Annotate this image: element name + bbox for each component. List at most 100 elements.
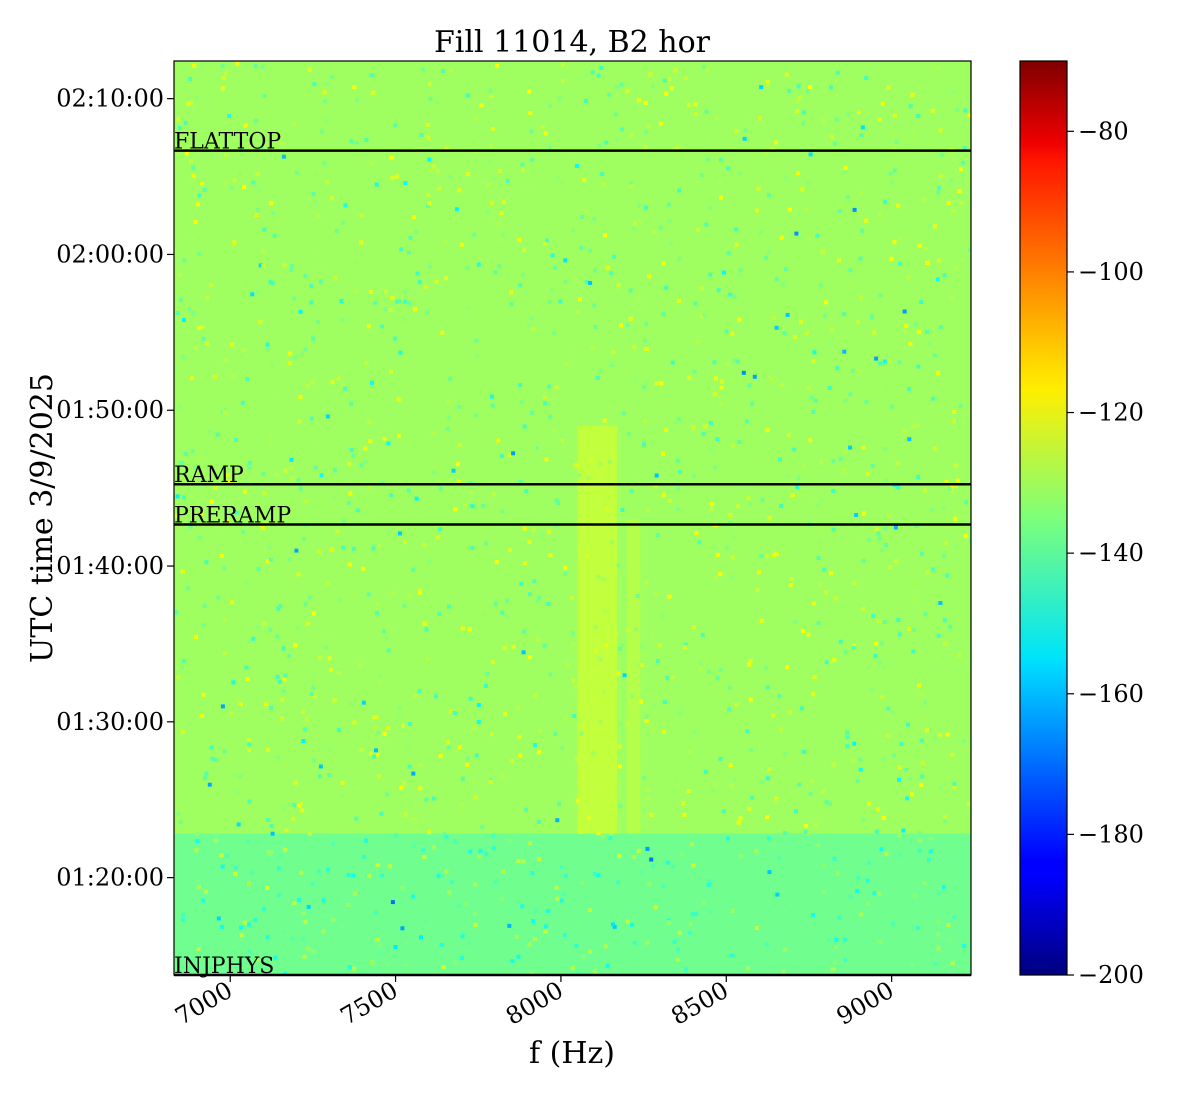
heatmap-cell <box>519 400 524 404</box>
heatmap-cell <box>618 722 623 727</box>
heatmap-cell <box>728 763 733 767</box>
heatmap-cell <box>743 128 748 133</box>
heatmap-cell <box>801 121 806 126</box>
heatmap-cell <box>906 626 911 631</box>
heatmap-cell <box>593 268 597 273</box>
heatmap-cell <box>398 350 403 355</box>
heatmap-cell <box>644 130 649 134</box>
heatmap-cell <box>843 398 848 403</box>
heatmap-cell <box>941 505 946 510</box>
heatmap-cell <box>893 113 898 118</box>
colorbar-tick-label: −180 <box>1078 820 1144 848</box>
heatmap-cell <box>382 741 387 746</box>
heatmap-cell <box>916 475 921 479</box>
heatmap-cell <box>844 448 848 453</box>
heatmap-cell <box>216 595 221 600</box>
heatmap-cell <box>372 754 376 759</box>
heatmap-cell <box>309 692 314 697</box>
heatmap-cell <box>696 227 700 232</box>
heatmap-cell <box>493 880 498 885</box>
heatmap-cell <box>237 171 242 176</box>
heatmap-cell <box>812 675 817 680</box>
heatmap-cell <box>521 272 525 277</box>
heatmap-cell <box>936 946 941 951</box>
heatmap-cell <box>572 350 577 355</box>
heatmap-cell <box>529 410 534 415</box>
heatmap-cell <box>242 347 247 352</box>
heatmap-cell <box>349 402 353 406</box>
heatmap-cell <box>669 726 673 731</box>
heatmap-cell <box>386 648 391 653</box>
heatmap-cell <box>522 345 527 350</box>
heatmap-cell <box>831 489 836 493</box>
y-tick-label: 01:40:00 <box>56 552 164 580</box>
heatmap-cell <box>488 779 493 784</box>
heatmap-cell <box>675 145 679 150</box>
heatmap-cell <box>890 180 894 185</box>
heatmap-cell <box>940 174 945 179</box>
heatmap-cell <box>952 410 957 414</box>
heatmap-cell <box>617 854 622 859</box>
heatmap-cell <box>577 325 582 330</box>
heatmap-cell <box>185 586 190 591</box>
heatmap-cell <box>820 249 825 254</box>
heatmap-cell <box>859 912 864 917</box>
heatmap-cell <box>866 537 871 542</box>
heatmap-cell <box>752 374 757 379</box>
heatmap-cell <box>201 692 206 697</box>
heatmap-cell <box>644 347 649 351</box>
heatmap-cell <box>188 100 193 105</box>
heatmap-cell <box>397 299 402 304</box>
heatmap-cell <box>655 533 660 538</box>
heatmap-cell <box>475 353 479 358</box>
heatmap-cell <box>636 98 641 103</box>
heatmap-cell <box>693 301 698 306</box>
heatmap-cell <box>374 910 379 915</box>
heatmap-cell <box>916 330 921 335</box>
heatmap-cell <box>848 445 853 450</box>
heatmap-cell <box>892 168 897 173</box>
heatmap-cell <box>683 645 687 650</box>
heatmap-cell <box>196 884 201 889</box>
heatmap-cell <box>830 327 835 332</box>
heatmap-cell <box>824 590 829 595</box>
heatmap-cell <box>262 621 267 626</box>
heatmap-cell <box>422 542 427 547</box>
heatmap-cell <box>829 659 833 664</box>
heatmap-cell <box>484 852 489 857</box>
heatmap-cell <box>202 187 207 192</box>
heatmap-cell <box>952 782 957 786</box>
heatmap-cell <box>379 949 384 954</box>
heatmap-cell <box>265 348 270 353</box>
heatmap-cell <box>527 841 532 845</box>
heatmap-cell <box>884 851 889 856</box>
heatmap-cell <box>870 315 875 320</box>
heatmap-cell <box>927 857 931 862</box>
heatmap-cells <box>174 61 971 975</box>
heatmap-cell <box>463 901 468 906</box>
heatmap-cell <box>896 485 901 490</box>
heatmap-cell <box>828 802 832 807</box>
heatmap-cell <box>692 625 696 630</box>
heatmap-cell <box>922 881 927 886</box>
heatmap-cell <box>597 344 602 349</box>
heatmap-cell <box>290 816 295 821</box>
heatmap-cell <box>431 845 436 850</box>
x-tick-label: 9000 <box>832 976 899 1031</box>
heatmap-cell <box>531 919 535 923</box>
heatmap-cell <box>709 507 714 512</box>
heatmap-cell <box>518 382 523 387</box>
heatmap-cell <box>375 715 379 720</box>
heatmap-cell <box>724 545 729 550</box>
heatmap-cell <box>244 540 249 545</box>
heatmap-cell <box>335 529 340 534</box>
heatmap-cell <box>728 292 733 297</box>
heatmap-cell <box>676 417 681 422</box>
heatmap-cell <box>370 380 374 385</box>
heatmap-cell <box>175 494 180 499</box>
heatmap-cell <box>305 960 310 965</box>
heatmap-cell <box>392 488 397 493</box>
heatmap-cell <box>859 540 864 545</box>
heatmap-cell <box>796 347 801 352</box>
heatmap-cell <box>474 115 479 120</box>
